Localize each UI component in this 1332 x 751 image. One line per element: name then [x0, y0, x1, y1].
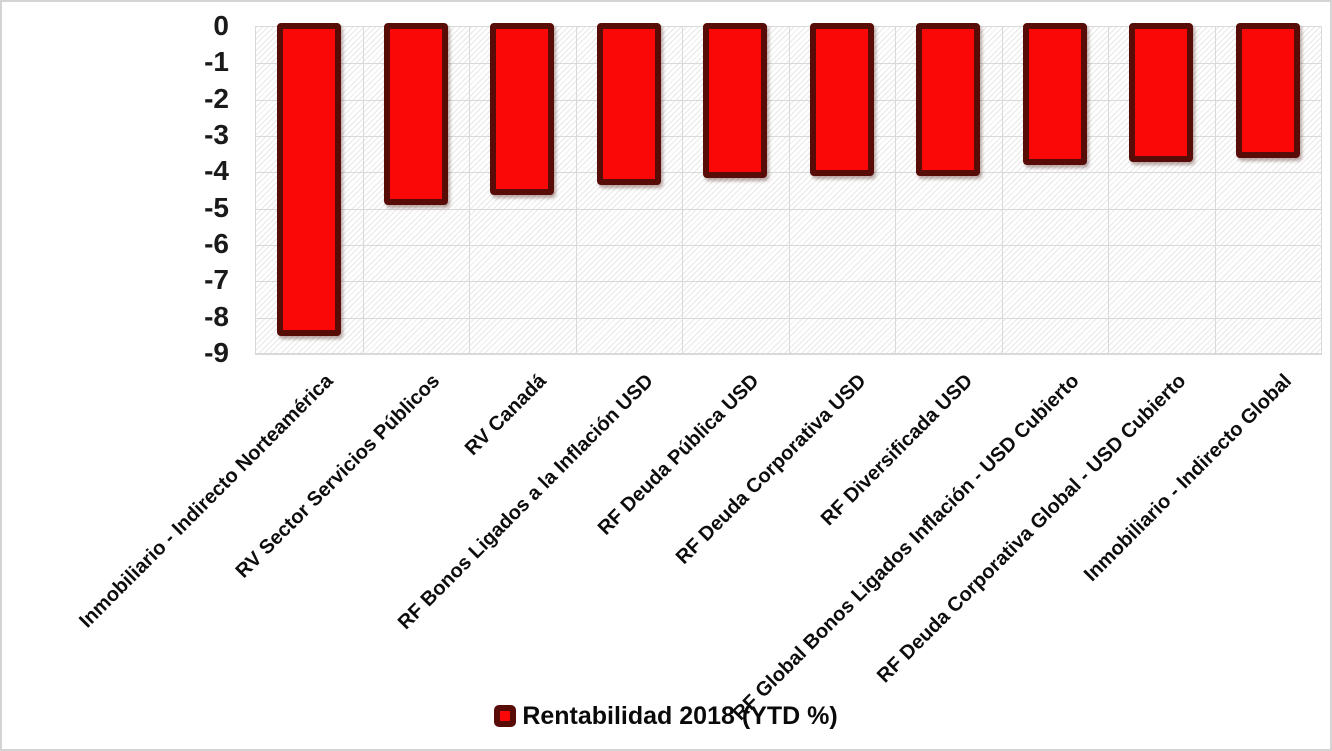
y-tick-label: -6 — [204, 228, 229, 259]
bar-0[interactable] — [277, 23, 342, 337]
bar-9[interactable] — [1235, 23, 1300, 159]
gridline-v — [1214, 27, 1216, 354]
bar-8[interactable] — [1129, 23, 1194, 162]
bar-2[interactable] — [490, 23, 555, 195]
y-tick-label: -4 — [204, 155, 229, 187]
y-tick-label: 0 — [213, 10, 229, 41]
y-axis: 0 -1 -2 -3 -4 -5 -6 -7 -8 -9 — [2, 10, 229, 368]
x-axis: Inmobiliario - Indirecto Norteamérica RV … — [75, 354, 1320, 725]
gridline-v — [575, 27, 577, 354]
x-category-label: RV Canadá — [460, 370, 551, 460]
legend-label: Rentabilidad 2018 (YTD %) — [522, 701, 838, 730]
gridline-v — [469, 27, 470, 354]
y-tick-label: -1 — [204, 46, 229, 78]
bar-4[interactable] — [703, 23, 768, 179]
gridline-v — [895, 27, 896, 354]
bar-7[interactable] — [1022, 23, 1087, 166]
bar-5[interactable] — [809, 23, 874, 177]
y-tick-label: -2 — [204, 82, 229, 114]
x-category-label: RV Sector Servicios Públicos — [231, 370, 445, 583]
y-tick-label: -8 — [204, 300, 229, 332]
gridline-v — [682, 27, 683, 354]
legend-marker-icon — [494, 705, 517, 727]
plot-area — [255, 23, 1322, 355]
legend[interactable]: Rentabilidad 2018 (YTD %) — [2, 699, 1330, 733]
gridline-v — [1001, 27, 1003, 354]
gridline-v — [1108, 27, 1109, 354]
bar-3[interactable] — [596, 23, 661, 186]
y-tick-label: -9 — [204, 337, 229, 368]
x-category-label: Inmobiliario - Indirecto Global — [1080, 370, 1297, 586]
bar-1[interactable] — [383, 23, 448, 206]
gridline-v — [362, 27, 364, 354]
y-tick-label: -3 — [204, 119, 229, 150]
x-category-label: RF Global Bonos Ligados Inflación - USD … — [728, 370, 1084, 725]
y-tick-label: -7 — [204, 264, 229, 296]
y-tick-label: -5 — [204, 191, 229, 223]
gridline-v — [788, 27, 790, 354]
bar-6[interactable] — [916, 23, 981, 177]
x-category-label: RF Deuda Corporativa USD — [671, 370, 871, 569]
